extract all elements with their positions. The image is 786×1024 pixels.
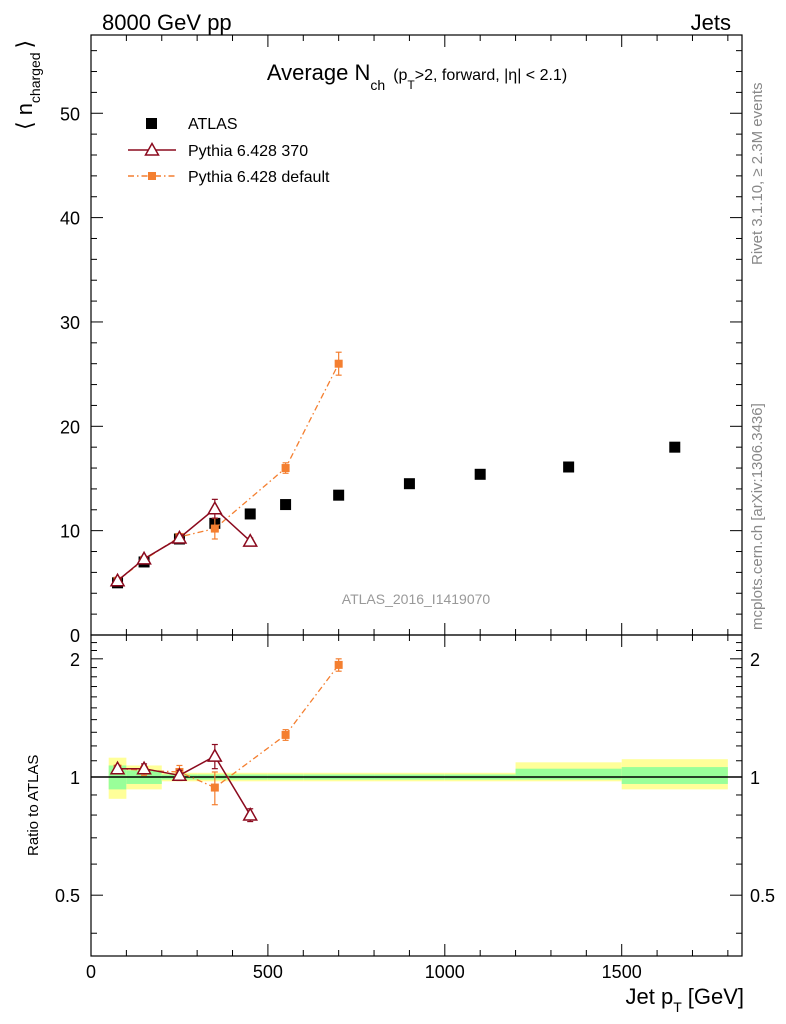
y-tick-label-main: 10 <box>60 522 80 542</box>
atlas-point <box>563 461 575 473</box>
pythia370-point <box>207 500 223 515</box>
atlas-point <box>474 468 486 480</box>
xlabel: Jet pT [GeV] <box>625 984 744 1015</box>
pythia-default-ratio-point <box>334 660 343 669</box>
x-tick-label: 500 <box>253 962 283 982</box>
legend-label-pythia-default: Pythia 6.428 default <box>188 169 330 186</box>
xlabel-sub: T <box>673 999 682 1015</box>
series-main <box>109 351 681 589</box>
atlas-point <box>333 489 345 501</box>
pythia-default-ratio-point <box>210 783 219 792</box>
pythia370-line <box>117 507 251 582</box>
y-tick-label-ratio-right: 1 <box>750 768 760 788</box>
ylabel-main-open: ⟨ n <box>12 103 37 130</box>
legend: ATLAS Pythia 6.428 370 Pythia 6.428 defa… <box>128 116 330 186</box>
y-tick-label-ratio-right: 2 <box>750 650 760 670</box>
legend-marker-atlas <box>146 118 157 129</box>
y-tick-label-main: 40 <box>60 209 80 229</box>
y-tick-label-ratio-left: 0.5 <box>55 886 80 906</box>
y-tick-label-main: 50 <box>60 104 80 124</box>
pythia370-ratio-point <box>109 760 126 775</box>
y-tick-label-main: 20 <box>60 417 80 437</box>
y-tick-label-main: 30 <box>60 313 80 333</box>
pythia-default-point <box>210 524 219 533</box>
rivet-label: Rivet 3.1.10, ≥ 2.3M events <box>749 83 766 266</box>
legend-marker-pythia370 <box>144 141 160 156</box>
pythia370-point <box>136 550 152 565</box>
pythia370-ratio-point <box>242 807 258 821</box>
header-right: Jets <box>691 10 731 35</box>
pythia-default-line <box>117 363 340 582</box>
xlabel-unit: [GeV] <box>688 984 744 1009</box>
plot-title: Average Nch (pT>2, forward, |η| < 2.1) <box>267 60 567 93</box>
pythia-default-ratio-line <box>117 664 340 789</box>
title-main: Average N <box>267 60 371 85</box>
title-cut-sub: T <box>407 78 415 92</box>
x-tick-label: 0 <box>86 962 96 982</box>
y-tick-label-ratio-left: 2 <box>70 650 80 670</box>
pythia-default-point <box>281 464 290 473</box>
series-ratio <box>109 658 343 823</box>
axis-ticks <box>90 35 742 956</box>
tick-labels: 0 500 1000 1500 0 10 20 30 40 50 0.5 0.5 1 1 2 2 <box>55 104 775 982</box>
pythia370-point <box>242 533 258 547</box>
pythia370-ratio-point <box>136 760 152 775</box>
plot-frames <box>90 34 743 957</box>
y-tick-label-main: 0 <box>70 626 80 646</box>
xlabel-main: Jet p <box>625 984 673 1009</box>
legend-label-atlas: ATLAS <box>188 116 238 133</box>
ratio-band-green <box>621 767 728 784</box>
title-main-sub: ch <box>370 77 385 93</box>
ylabel-ratio: Ratio to ATLAS <box>25 755 42 856</box>
ylabel-main: ⟨ ncharged ⟩ <box>12 40 43 130</box>
ylabel-main-close: ⟩ <box>12 40 37 49</box>
legend-marker-pythia-default <box>148 172 156 180</box>
legend-label-pythia370: Pythia 6.428 370 <box>188 143 308 160</box>
title-cut-open: (p <box>393 67 407 84</box>
header-left: 8000 GeV pp <box>102 10 232 35</box>
y-tick-label-ratio-right: 0.5 <box>750 886 775 906</box>
pythia370-ratio-point <box>207 748 223 762</box>
y-tick-label-ratio-left: 1 <box>70 768 80 788</box>
analysis-watermark: ATLAS_2016_I1419070 <box>342 591 491 607</box>
title-cut-rest: >2, forward, |η| < 2.1) <box>415 67 567 84</box>
ratio-bands <box>91 757 742 799</box>
x-tick-label: 1000 <box>425 962 465 982</box>
ylabel-main-sub: charged <box>27 52 43 103</box>
ratio-panel-frame <box>90 634 743 957</box>
pythia-default-ratio-point <box>281 730 290 739</box>
atlas-point <box>280 499 292 511</box>
atlas-point <box>403 478 415 490</box>
pythia370-point <box>109 572 126 587</box>
atlas-point <box>244 508 256 520</box>
atlas-point <box>669 441 681 453</box>
pythia370-point <box>171 529 188 544</box>
ratio-band-green <box>515 768 622 780</box>
x-tick-label: 1500 <box>602 962 642 982</box>
mcplots-label: mcplots.cern.ch [arXiv:1306.3436] <box>749 403 766 630</box>
pythia370-ratio-point <box>171 767 188 782</box>
pythia-default-point <box>334 359 343 368</box>
